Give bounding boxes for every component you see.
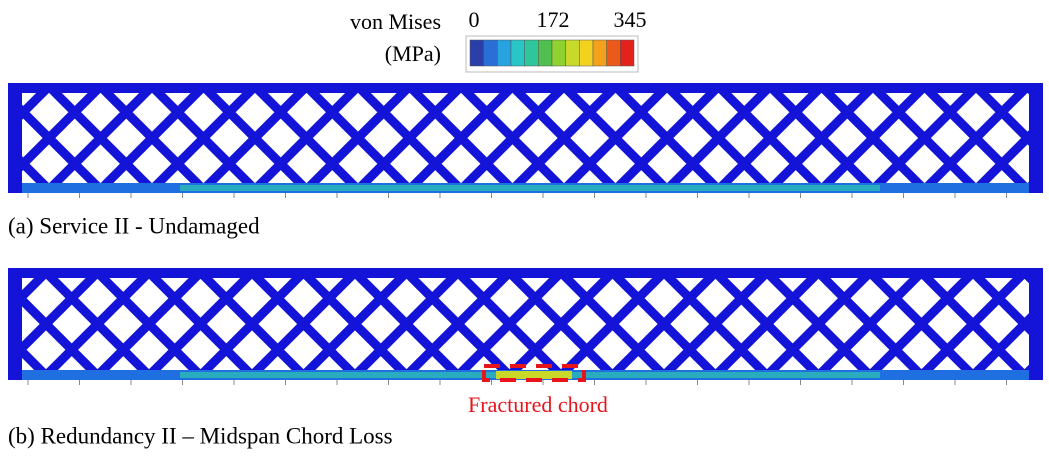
caption: (b) Redundancy II – Midspan Chord Loss [8,423,393,448]
diagonal [0,83,1,193]
fracture-zone [496,371,572,379]
figure-canvas: von Mises (MPa) 0 172 345 (a) Service II… [0,0,1049,457]
color-bar-cell [538,40,552,66]
color-bar-cell [497,40,511,66]
color-bar [466,36,638,72]
legend-unit: (MPa) [385,41,441,66]
color-bar-cell [579,40,593,66]
left-post [8,268,22,380]
top-chord [8,268,1043,278]
color-bar-cell [470,40,484,66]
color-bar-cell [620,40,634,66]
bottom-chord-stress [180,185,880,191]
left-post [8,83,22,193]
lattice [0,268,1049,380]
color-bar-cell [525,40,539,66]
annotation: Fractured chord [468,392,608,417]
figure: von Mises (MPa) 0 172 345 (a) Service II… [0,0,1049,457]
color-bar-cell [607,40,621,66]
color-bar-cell [484,40,498,66]
legend-tick: 0 [469,7,480,32]
top-chord [8,83,1043,93]
truss-a [0,83,1049,198]
legend-tick: 172 [537,7,570,32]
lattice [0,83,1049,193]
color-bar-cell [566,40,580,66]
color-bar-cell [552,40,566,66]
legend-tick: 345 [614,7,647,32]
color-bar-cell [593,40,607,66]
legend-title: von Mises [350,9,441,34]
caption: (a) Service II - Undamaged [8,213,260,238]
right-post [1029,268,1043,380]
diagonal [0,83,1,193]
color-bar-cell [511,40,525,66]
right-post [1029,83,1043,193]
